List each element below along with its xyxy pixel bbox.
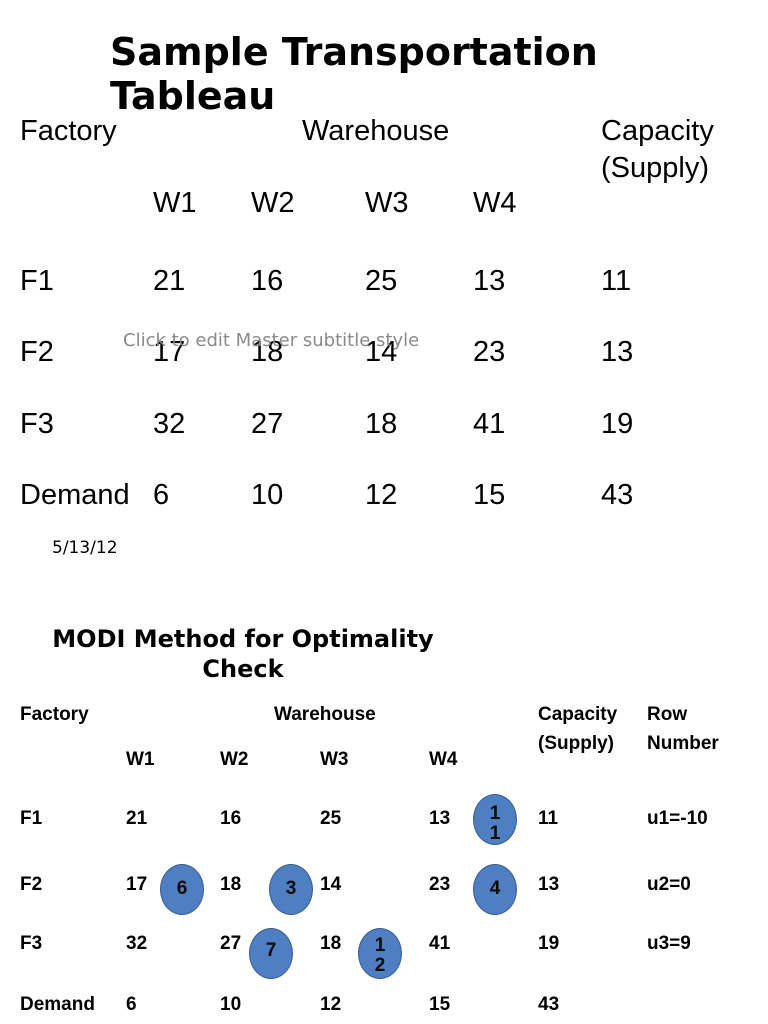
cost-cell: 21: [153, 265, 186, 297]
cost-cell: 27: [251, 408, 284, 440]
capacity-cell: 13: [601, 336, 634, 368]
factory-header: Factory: [20, 704, 89, 725]
allocation-circle-f2-w1: 6: [160, 864, 204, 915]
cost-cell: 17: [126, 874, 148, 895]
capacity-cell: 13: [538, 874, 560, 895]
cost-cell: 25: [365, 265, 398, 297]
cost-cell: 17: [153, 336, 186, 368]
cost-cell: 21: [126, 808, 148, 829]
cost-cell: 16: [220, 808, 242, 829]
factory-header: Factory: [20, 115, 117, 147]
warehouse-header: Warehouse: [302, 115, 450, 147]
row-label-f1: F1: [20, 265, 54, 297]
row-number-u3: u3=9: [647, 933, 691, 954]
total-cell: 43: [601, 479, 634, 511]
cost-cell: 41: [473, 408, 506, 440]
column-header-w3: W3: [365, 187, 409, 219]
demand-cell: 6: [153, 479, 170, 511]
modi-title: MODI Method for Optimality Check: [52, 625, 434, 683]
cost-cell: 13: [429, 808, 451, 829]
demand-cell: 15: [473, 479, 506, 511]
allocation-circle-f3-w3: 12: [358, 928, 402, 979]
row-label-f3: F3: [20, 933, 43, 954]
column-header-w4: W4: [473, 187, 517, 219]
slide-date: 5/13/12: [52, 538, 118, 558]
demand-cell: 15: [429, 994, 451, 1015]
cost-cell: 14: [365, 336, 398, 368]
capacity-header: Capacity: [601, 115, 714, 147]
column-header-w1: W1: [153, 187, 197, 219]
column-header-w2: W2: [220, 749, 249, 770]
demand-cell: 10: [251, 479, 284, 511]
allocation-circle-f2-w4: 4: [473, 864, 517, 915]
cost-cell: 18: [320, 933, 342, 954]
row-label-demand: Demand: [20, 994, 95, 1015]
demand-cell: 12: [365, 479, 398, 511]
demand-cell: 12: [320, 994, 342, 1015]
allocation-circle-f3-w2: 7: [249, 928, 293, 979]
row-label-f1: F1: [20, 808, 43, 829]
subtitle-placeholder[interactable]: Click to edit Master subtitle style: [123, 330, 420, 351]
cost-cell: 32: [153, 408, 186, 440]
column-header-w1: W1: [126, 749, 155, 770]
column-header-w2: W2: [251, 187, 295, 219]
cost-cell: 23: [429, 874, 451, 895]
column-header-w3: W3: [320, 749, 349, 770]
cost-cell: 18: [365, 408, 398, 440]
row-label-f2: F2: [20, 336, 54, 368]
row-number-header-line2: Number: [647, 733, 719, 754]
demand-cell: 10: [220, 994, 242, 1015]
warehouse-header: Warehouse: [274, 704, 376, 725]
cost-cell: 14: [320, 874, 342, 895]
cost-cell: 18: [251, 336, 284, 368]
cost-cell: 16: [251, 265, 284, 297]
cost-cell: 13: [473, 265, 506, 297]
slide-title: Sample Transportation Tableau: [110, 30, 598, 118]
cost-cell: 23: [473, 336, 506, 368]
row-label-demand: Demand: [20, 479, 130, 511]
cost-cell: 41: [429, 933, 451, 954]
capacity-cell: 19: [601, 408, 634, 440]
cost-cell: 25: [320, 808, 342, 829]
row-label-f3: F3: [20, 408, 54, 440]
capacity-header-supply: (Supply): [601, 152, 709, 184]
row-number-u2: u2=0: [647, 874, 691, 895]
column-header-w4: W4: [429, 749, 458, 770]
capacity-cell: 19: [538, 933, 560, 954]
capacity-header: Capacity: [538, 704, 618, 725]
capacity-cell: 11: [538, 808, 559, 829]
demand-cell: 6: [126, 994, 137, 1015]
capacity-cell: 11: [601, 265, 632, 297]
row-label-f2: F2: [20, 874, 43, 895]
cost-cell: 27: [220, 933, 242, 954]
allocation-circle-f1-w4: 11: [473, 794, 517, 845]
allocation-circle-f2-w2: 3: [269, 864, 313, 915]
cost-cell: 18: [220, 874, 242, 895]
row-number-header: Row: [647, 704, 688, 725]
cost-cell: 32: [126, 933, 148, 954]
total-cell: 43: [538, 994, 560, 1015]
capacity-header-supply: (Supply): [538, 733, 614, 754]
row-number-u1: u1=-10: [647, 808, 708, 829]
